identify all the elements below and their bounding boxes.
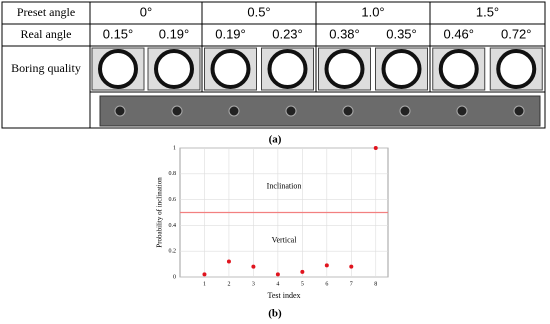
x-tick-label: 1 (203, 281, 206, 287)
point (251, 264, 256, 269)
plate-hole (513, 105, 525, 117)
row-label: Boring quality (11, 61, 81, 75)
plate-hole (114, 105, 126, 117)
preset-angle: 1.0° (361, 4, 384, 19)
table-frame (1, 1, 546, 129)
real-angle: 0.15° (103, 26, 134, 41)
point (202, 272, 207, 277)
hole-ring (98, 49, 138, 89)
x-tick-label: 4 (276, 281, 279, 287)
hole-ring (496, 49, 537, 89)
real-angle: 0.19° (159, 26, 190, 41)
y-axis-label: Probability of inclination (156, 177, 164, 248)
real-angle: 0.19° (215, 26, 246, 41)
plate-hole (171, 105, 183, 117)
x-tick-label: 2 (227, 281, 230, 287)
row-label: Preset angle (17, 5, 75, 19)
point (373, 146, 378, 150)
x-tick-label: 8 (374, 281, 377, 287)
row-label: Real angle (21, 27, 72, 41)
point (275, 272, 280, 277)
plate-hole (285, 105, 297, 117)
x-axis-label: Test index (268, 291, 301, 300)
panel-label: (a) (269, 134, 282, 146)
point (324, 263, 329, 268)
plate-hole (399, 105, 411, 117)
hole-ring (438, 49, 479, 89)
hole-ring (154, 49, 194, 89)
point (300, 269, 305, 274)
preset-angle: 1.5° (476, 4, 499, 19)
hole-ring (267, 49, 308, 89)
y-tick-label: 0.8 (169, 171, 177, 177)
hole-ring (324, 49, 365, 89)
plate-hole (342, 105, 354, 117)
y-tick-label: 0.6 (169, 197, 177, 203)
y-tick-label: 0.2 (169, 249, 177, 255)
real-angle: 0.35° (386, 26, 417, 41)
hole-ring (381, 49, 422, 89)
y-tick-label: 1 (173, 145, 176, 151)
point (349, 264, 354, 269)
point (226, 259, 231, 264)
real-angle: 0.72° (501, 26, 532, 41)
plate-image (99, 95, 541, 127)
plate-hole (228, 105, 240, 117)
x-tick-label: 6 (325, 281, 328, 287)
panel-label: (b) (268, 308, 282, 320)
plate-hole (456, 105, 468, 117)
chart-area (146, 146, 400, 302)
preset-angle: 0° (140, 4, 152, 19)
x-tick-label: 5 (301, 281, 304, 287)
x-tick-label: 3 (252, 281, 255, 287)
preset-angle: 0.5° (247, 4, 270, 19)
hole-ring (210, 49, 251, 89)
annotation: Vertical (272, 236, 298, 245)
real-angle: 0.38° (329, 26, 360, 41)
y-tick-label: 0.4 (169, 223, 177, 229)
y-tick-label: 0 (173, 274, 176, 280)
real-angle: 0.23° (272, 26, 303, 41)
annotation: Inclination (267, 182, 302, 191)
x-tick-label: 7 (350, 281, 353, 287)
real-angle: 0.46° (443, 26, 474, 41)
